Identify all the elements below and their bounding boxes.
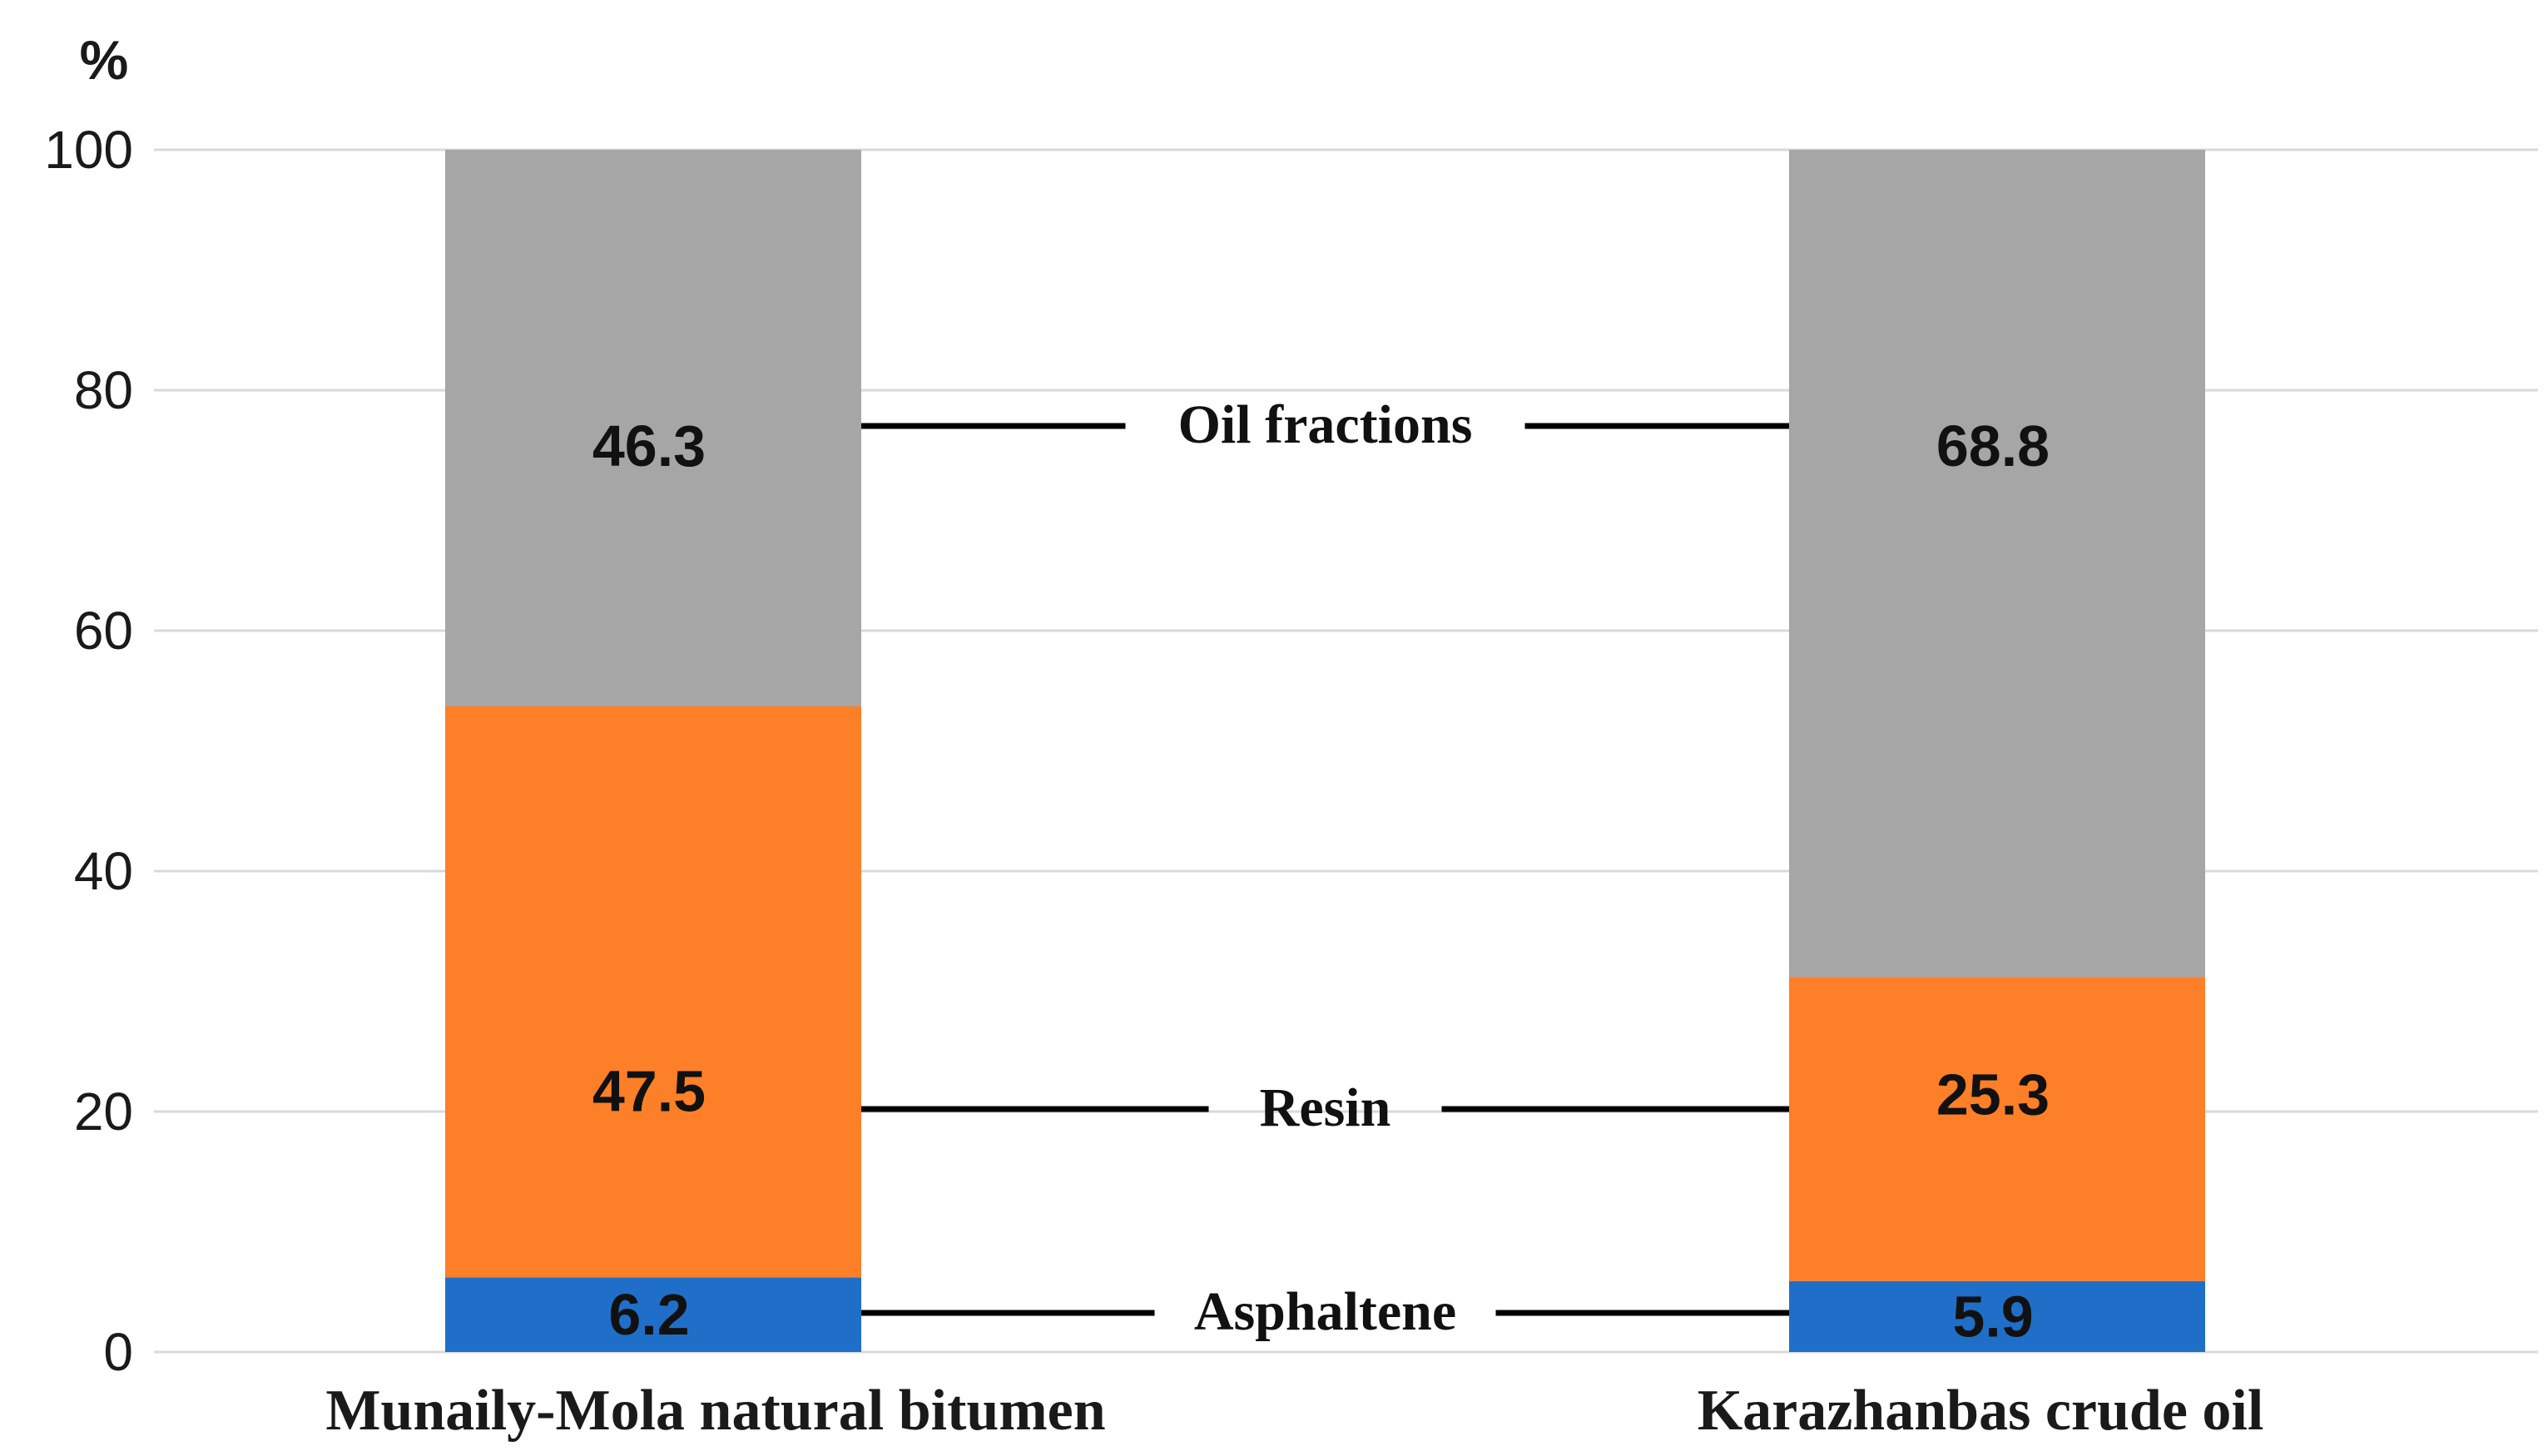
y-tick-label-40: 40 [74, 841, 133, 901]
y-tick-label-80: 80 [74, 360, 133, 420]
data-label-oil-fractions-2: 68.8 [1936, 414, 2050, 478]
x-category-label-1: Munaily-Mola natural bitumen [325, 1379, 1105, 1443]
bar-segment-resin-2 [1789, 977, 2205, 1281]
bar-segment-oil-fractions-2 [1789, 150, 2205, 978]
data-label-asphaltene-1: 6.2 [608, 1282, 689, 1347]
data-label-asphaltene-2: 5.9 [1952, 1284, 2033, 1349]
y-tick-label-0: 0 [103, 1322, 133, 1382]
bar-segment-oil-fractions-1 [445, 150, 861, 707]
y-axis: % 0 20 40 60 80 100 [44, 29, 133, 1382]
series-connectors: Asphaltene Resin Oil fractions [861, 394, 1789, 1342]
series-label-resin: Resin [1260, 1077, 1391, 1138]
bar-segment-asphaltene-2 [1789, 1280, 2205, 1352]
data-label-resin-2: 25.3 [1936, 1062, 2050, 1127]
y-tick-label-100: 100 [44, 120, 133, 180]
y-tick-label-20: 20 [74, 1082, 133, 1142]
bars: 6.2 5.9 47.5 25.3 46.3 68.8 [445, 150, 2205, 1352]
bar-segment-asphaltene-1 [445, 1277, 861, 1352]
data-label-resin-1: 47.5 [592, 1058, 706, 1123]
y-tick-label-60: 60 [74, 601, 133, 661]
x-axis: Munaily-Mola natural bitumen Karazhanbas … [325, 1379, 2263, 1443]
series-label-oil-fractions: Oil fractions [1178, 394, 1473, 455]
y-axis-unit-label: % [80, 29, 129, 91]
data-label-oil-fractions-1: 46.3 [592, 414, 706, 478]
series-label-asphaltene: Asphaltene [1194, 1281, 1456, 1342]
x-category-label-2: Karazhanbas crude oil [1698, 1379, 2264, 1443]
bar-segment-resin-1 [445, 706, 861, 1278]
